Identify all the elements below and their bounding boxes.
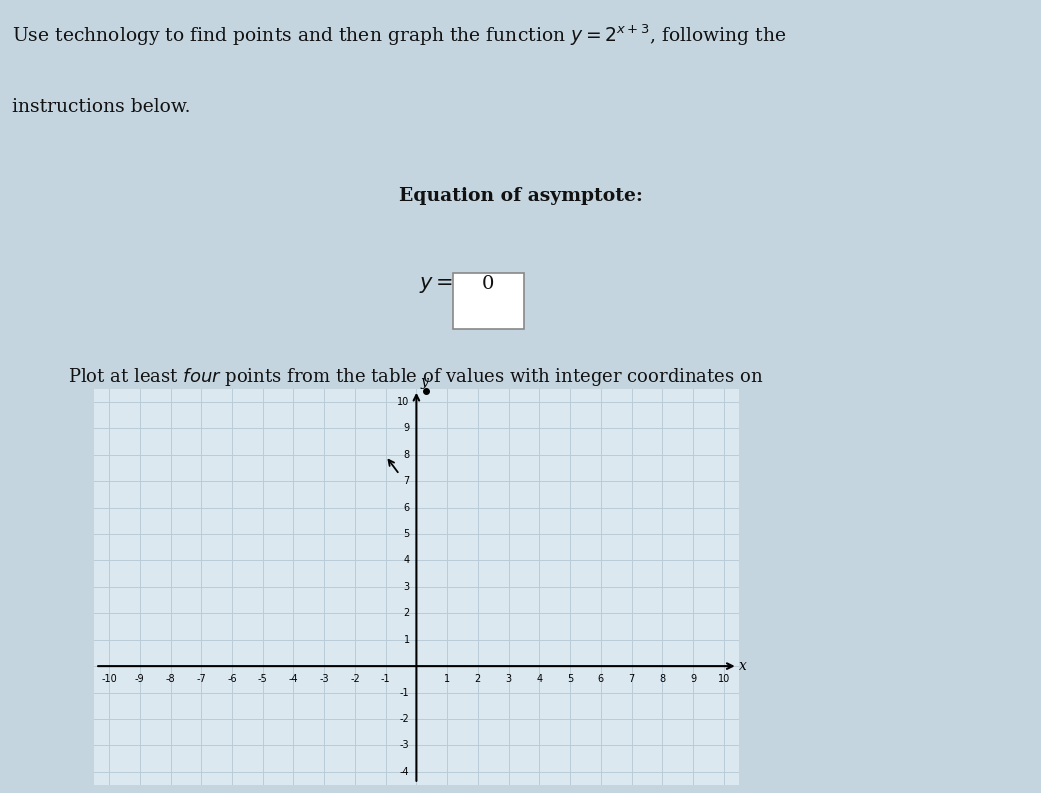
Text: 9: 9 xyxy=(404,423,410,433)
Text: -3: -3 xyxy=(320,674,329,684)
FancyBboxPatch shape xyxy=(453,273,524,328)
Text: -10: -10 xyxy=(101,674,117,684)
Text: Use technology to find points and then graph the function $y = 2^{x+3}$, followi: Use technology to find points and then g… xyxy=(12,22,787,48)
Text: -1: -1 xyxy=(381,674,390,684)
Text: y: y xyxy=(421,375,429,389)
Text: 4: 4 xyxy=(404,555,410,565)
Text: 10: 10 xyxy=(398,396,410,407)
Text: instructions below.: instructions below. xyxy=(12,98,191,116)
Text: 5: 5 xyxy=(404,529,410,539)
Text: 0: 0 xyxy=(482,275,494,293)
Text: -2: -2 xyxy=(350,674,360,684)
Text: -4: -4 xyxy=(288,674,299,684)
Text: 8: 8 xyxy=(404,450,410,460)
Text: Plot at least $\mathit{four}$ points from the table of values with integer coord: Plot at least $\mathit{four}$ points fro… xyxy=(68,366,763,389)
Text: Equation of asymptote:: Equation of asymptote: xyxy=(399,186,642,205)
Text: 6: 6 xyxy=(598,674,604,684)
Text: 7: 7 xyxy=(404,476,410,486)
Text: $y =$: $y =$ xyxy=(418,275,453,295)
Text: 7: 7 xyxy=(629,674,635,684)
Text: -9: -9 xyxy=(135,674,145,684)
Text: 10: 10 xyxy=(717,674,730,684)
Text: 2: 2 xyxy=(404,608,410,619)
Text: 4: 4 xyxy=(536,674,542,684)
Text: 2: 2 xyxy=(475,674,481,684)
Text: 1: 1 xyxy=(404,634,410,645)
Text: 5: 5 xyxy=(567,674,574,684)
Text: -8: -8 xyxy=(166,674,175,684)
Text: 3: 3 xyxy=(404,582,410,592)
Text: -5: -5 xyxy=(258,674,268,684)
Text: 1: 1 xyxy=(445,674,450,684)
Text: 9: 9 xyxy=(690,674,696,684)
Text: -3: -3 xyxy=(400,741,410,750)
Text: -1: -1 xyxy=(400,688,410,698)
Text: -7: -7 xyxy=(197,674,206,684)
Text: -2: -2 xyxy=(400,714,410,724)
Text: 6: 6 xyxy=(404,503,410,512)
Text: 3: 3 xyxy=(506,674,512,684)
Text: -6: -6 xyxy=(227,674,236,684)
Text: 8: 8 xyxy=(659,674,665,684)
Text: -4: -4 xyxy=(400,767,410,777)
Text: the axes below. Click a point to delete it.: the axes below. Click a point to delete … xyxy=(198,416,569,433)
Text: x: x xyxy=(738,659,746,673)
